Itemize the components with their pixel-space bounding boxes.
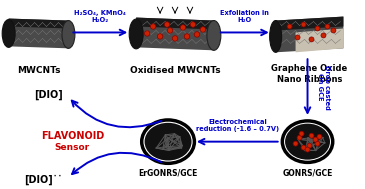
Ellipse shape [299, 131, 304, 136]
Polygon shape [276, 17, 343, 30]
Ellipse shape [305, 147, 310, 152]
Ellipse shape [200, 27, 205, 32]
Ellipse shape [309, 37, 314, 42]
Text: Sensor: Sensor [55, 143, 90, 152]
Ellipse shape [145, 123, 192, 160]
Ellipse shape [293, 141, 298, 146]
Ellipse shape [295, 35, 300, 40]
Ellipse shape [167, 28, 173, 33]
Polygon shape [136, 18, 214, 50]
Text: Exfoliation in
H₂O: Exfoliation in H₂O [220, 9, 269, 22]
Ellipse shape [164, 22, 170, 27]
Ellipse shape [270, 21, 282, 52]
Text: ErGONRS/GCE: ErGONRS/GCE [138, 168, 198, 177]
Polygon shape [9, 19, 68, 48]
Ellipse shape [313, 137, 318, 142]
Ellipse shape [194, 32, 200, 37]
Ellipse shape [331, 28, 336, 33]
Polygon shape [9, 19, 68, 29]
Text: FLAVONOID: FLAVONOID [41, 131, 104, 141]
Ellipse shape [129, 19, 143, 49]
Text: MWCNTs: MWCNTs [17, 66, 60, 75]
Ellipse shape [297, 135, 302, 140]
Ellipse shape [207, 21, 221, 50]
Polygon shape [296, 29, 343, 52]
Ellipse shape [301, 22, 306, 27]
Ellipse shape [145, 31, 150, 36]
Text: H₂SO₄, KMnO₄
H₂O₂: H₂SO₄, KMnO₄ H₂O₂ [74, 9, 126, 22]
Text: GONRS/GCE: GONRS/GCE [283, 168, 333, 177]
Text: Drop casted
On GCE: Drop casted On GCE [318, 65, 330, 109]
Ellipse shape [150, 24, 156, 29]
Ellipse shape [317, 134, 322, 139]
Text: Oxidised MWCNTs: Oxidised MWCNTs [130, 66, 220, 75]
Polygon shape [136, 18, 214, 29]
Ellipse shape [315, 141, 320, 146]
Ellipse shape [307, 143, 312, 148]
Ellipse shape [287, 24, 292, 29]
Text: [DIO]: [DIO] [34, 90, 62, 100]
Ellipse shape [282, 121, 333, 162]
Ellipse shape [325, 24, 330, 29]
Ellipse shape [184, 34, 190, 39]
Text: Electrochemical
reduction (-1.6 – 0.7V): Electrochemical reduction (-1.6 – 0.7V) [196, 119, 279, 132]
Text: Graphene Oxide
Nano Ribbons: Graphene Oxide Nano Ribbons [272, 64, 347, 84]
Ellipse shape [190, 22, 196, 27]
Ellipse shape [142, 120, 195, 163]
Ellipse shape [157, 34, 163, 39]
Polygon shape [276, 17, 343, 52]
Ellipse shape [315, 26, 320, 31]
Ellipse shape [285, 124, 330, 160]
Ellipse shape [180, 25, 186, 30]
Ellipse shape [321, 33, 326, 38]
Ellipse shape [301, 145, 306, 150]
Ellipse shape [62, 21, 75, 48]
Ellipse shape [309, 133, 314, 138]
Ellipse shape [172, 36, 178, 41]
Text: [DIO]˙˙: [DIO]˙˙ [24, 174, 62, 184]
Ellipse shape [2, 19, 15, 47]
